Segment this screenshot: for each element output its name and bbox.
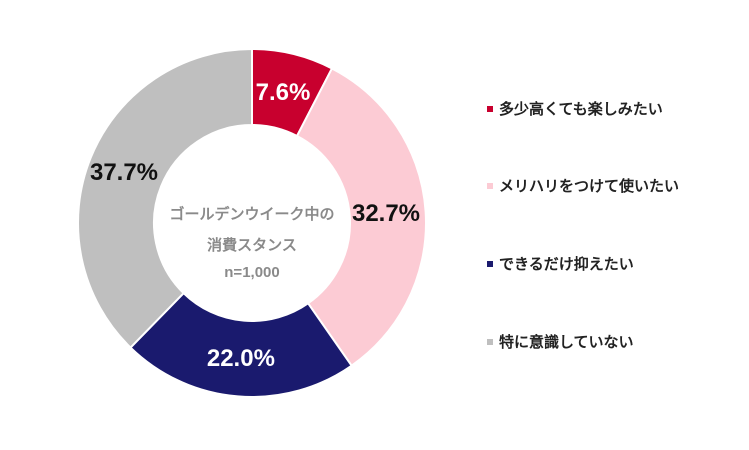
slice-label-1: 32.7%: [351, 200, 421, 227]
center-title-line1: ゴールデンウイーク中の: [169, 205, 335, 223]
legend-label: 特に意識していない: [499, 333, 634, 351]
slice-label-2: 22.0%: [206, 344, 275, 372]
legend-swatch-icon: [487, 182, 493, 189]
donut-slice-1: [295, 67, 427, 368]
slice-label-0: 7.6%: [255, 79, 311, 106]
legend-label: 多少高くても楽しみたい: [499, 100, 663, 118]
legend-label: できるだけ抑えたい: [499, 255, 634, 273]
legend-label: メリハリをつけて使いたい: [499, 177, 680, 195]
center-sample-size: n=1,000: [224, 264, 280, 281]
legend-swatch-icon: [487, 105, 493, 112]
donut-slice-3: [77, 47, 253, 349]
slice-label-3: 37.7%: [89, 159, 159, 186]
legend-item-1: メリハリをつけて使いたい: [487, 175, 679, 196]
donut-slice-2: [129, 291, 353, 398]
legend-item-3: 特に意識していない: [487, 331, 634, 352]
legend-swatch-icon: [487, 338, 493, 345]
center-title-line2: 消費スタンス: [207, 236, 297, 254]
legend-item-0: 多少高くても楽しみたい: [487, 98, 663, 119]
legend-item-2: できるだけ抑えたい: [487, 253, 634, 274]
legend-swatch-icon: [487, 260, 493, 267]
